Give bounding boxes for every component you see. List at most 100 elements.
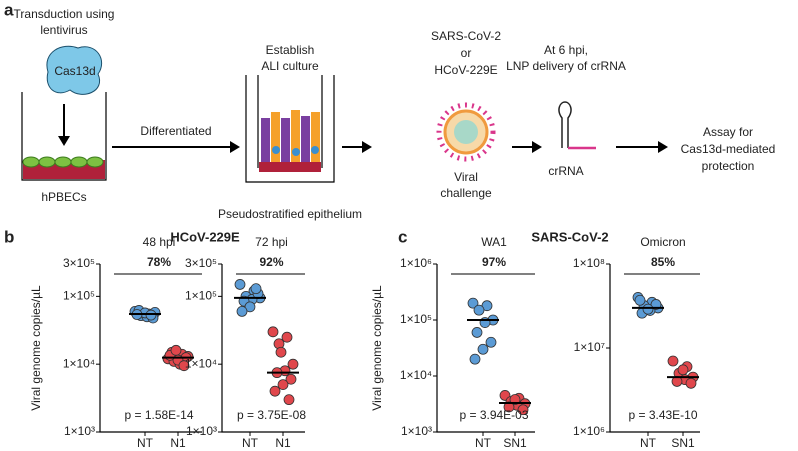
data-point xyxy=(471,327,483,338)
y-tick-label: 3×10⁵ xyxy=(185,256,217,270)
step-text: challenge xyxy=(440,186,492,200)
arrowhead xyxy=(362,141,372,153)
step-text: Assay for xyxy=(703,125,753,139)
y-tick-label: 1×10⁷ xyxy=(574,340,605,354)
step-text: Transduction using xyxy=(14,7,115,21)
cas13d-protein xyxy=(46,45,103,95)
y-axis-label: Viral genome copies/µL xyxy=(29,285,43,411)
data-point xyxy=(634,294,646,306)
y-tick-label: 1×10⁴ xyxy=(400,368,432,382)
data-point xyxy=(277,379,289,390)
y-tick-label: 1×10³ xyxy=(401,424,432,438)
epithelial-cells xyxy=(261,110,320,162)
data-point xyxy=(178,360,190,372)
arrowhead xyxy=(658,141,668,153)
y-tick-label: 1×10³ xyxy=(186,424,217,438)
arrowhead xyxy=(532,141,542,153)
x-tick-label: NT xyxy=(475,436,492,450)
crrna-hairpin xyxy=(558,101,572,148)
x-tick-label: N1 xyxy=(170,436,186,450)
p-value: p = 1.58E-14 xyxy=(124,408,193,422)
data-point xyxy=(677,364,689,376)
step-text: SARS-CoV-2 xyxy=(431,29,501,43)
chart-title: Omicron xyxy=(640,235,685,249)
data-point xyxy=(642,303,654,315)
step-text: lentivirus xyxy=(40,23,87,37)
data-point xyxy=(667,355,679,367)
annotation: 85% xyxy=(651,255,675,269)
axis xyxy=(221,264,305,433)
data-point xyxy=(244,301,256,313)
y-tick-label: 3×10⁵ xyxy=(63,256,95,270)
data-point xyxy=(234,279,246,290)
well xyxy=(21,92,107,181)
step-text: crRNA xyxy=(548,164,583,178)
data-point xyxy=(267,326,279,338)
cells xyxy=(22,156,104,168)
y-tick-label: 1×10⁴ xyxy=(63,356,95,370)
membrane xyxy=(259,162,321,172)
step-text: protection xyxy=(702,159,755,173)
y-tick-label: 1×10⁶ xyxy=(573,424,605,438)
step-text: HCoV-229E xyxy=(434,63,497,77)
y-tick-label: 1×10³ xyxy=(64,424,95,438)
step-text: Viral xyxy=(454,170,478,184)
y-tick-label: 1×10⁵ xyxy=(400,312,432,326)
chart-title: 72 hpi xyxy=(255,235,288,249)
data-point xyxy=(469,353,481,365)
data-point xyxy=(477,343,489,355)
virus-spikes xyxy=(436,102,496,162)
data-point xyxy=(287,358,299,370)
y-tick-label: 1×10⁵ xyxy=(185,289,217,303)
step-text: Establish xyxy=(266,43,315,57)
step-text: Pseudostratified epithelium xyxy=(218,207,362,221)
arrowhead xyxy=(230,141,240,153)
data-point xyxy=(170,344,182,356)
data-point xyxy=(517,404,529,416)
virus-core xyxy=(454,120,478,144)
data-point xyxy=(275,346,287,358)
y-tick-label: 1×10⁶ xyxy=(400,256,432,270)
data-point xyxy=(236,306,248,317)
axis xyxy=(609,264,700,433)
data-point xyxy=(685,377,697,389)
panel-label: c xyxy=(398,227,407,246)
annotation: 78% xyxy=(147,255,171,269)
p-value: p = 3.43E-10 xyxy=(628,408,697,422)
data-point xyxy=(283,394,295,406)
data-point xyxy=(285,373,297,385)
p-value: p = 3.94E-03 xyxy=(459,408,528,422)
arrowhead xyxy=(58,136,70,146)
panel-label: a xyxy=(4,0,14,19)
data-point xyxy=(485,336,497,348)
y-axis-label: Viral genome copies/µL xyxy=(370,285,384,411)
panel-title: HCoV-229E xyxy=(170,229,240,244)
chart-title: 48 hpi xyxy=(143,235,176,249)
chart-title: WA1 xyxy=(481,235,507,249)
data-point xyxy=(269,385,281,397)
arrow-label: Differentiated xyxy=(140,124,211,138)
protein-label: Cas13d xyxy=(54,64,95,78)
step-text: At 6 hpi, xyxy=(544,43,588,57)
panel-title: SARS-CoV-2 xyxy=(531,229,608,244)
y-tick-label: 1×10⁸ xyxy=(573,256,605,270)
x-tick-label: N1 xyxy=(275,436,291,450)
data-point xyxy=(281,331,293,343)
step-text: ALI culture xyxy=(261,59,319,73)
y-tick-label: 1×10⁵ xyxy=(63,289,95,303)
data-point xyxy=(250,283,262,295)
x-tick-label: NT xyxy=(137,436,154,450)
data-point xyxy=(503,401,515,413)
transwell xyxy=(245,75,335,183)
x-tick-label: SN1 xyxy=(671,436,695,450)
data-point xyxy=(145,309,157,321)
step-text: hPBECs xyxy=(41,190,86,204)
step-text: LNP delivery of crRNA xyxy=(506,59,626,73)
data-point xyxy=(467,297,479,309)
x-tick-label: SN1 xyxy=(503,436,527,450)
x-tick-label: NT xyxy=(640,436,657,450)
x-tick-label: NT xyxy=(242,436,259,450)
schematic: Transduction using lentivirus Cas13d hPB… xyxy=(14,7,776,221)
data-point xyxy=(473,304,485,316)
